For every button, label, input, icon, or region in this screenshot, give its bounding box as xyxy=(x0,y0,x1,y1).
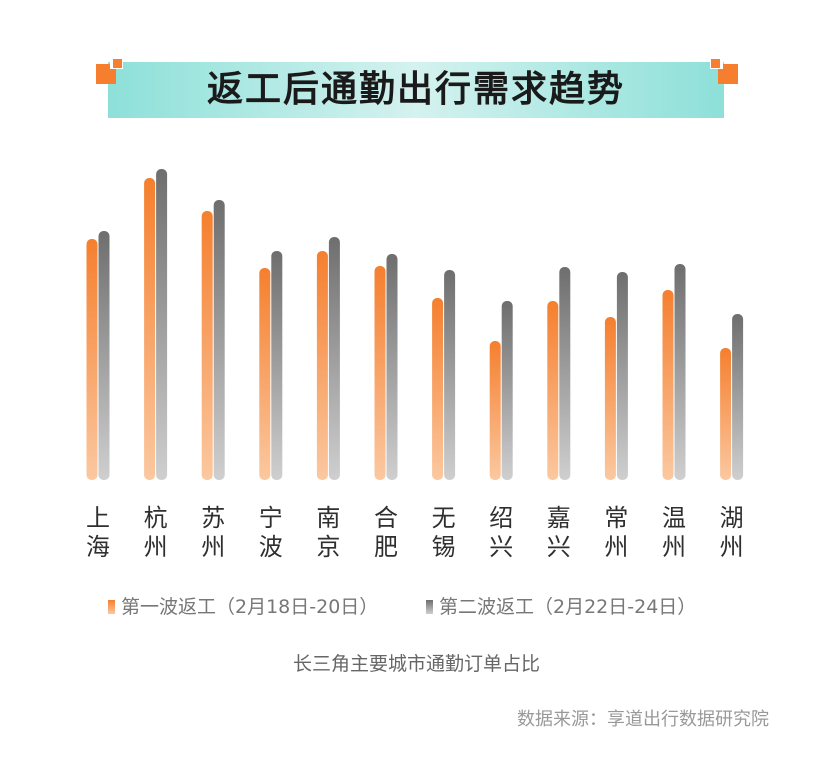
bar-wave2-5 xyxy=(386,254,398,480)
city-label-6-1: 锡 xyxy=(432,533,456,561)
city-label-5-0: 合 xyxy=(374,504,398,532)
bar-wave2-0 xyxy=(98,231,110,480)
city-label-9-0: 常 xyxy=(604,504,628,532)
bar-wave1-1 xyxy=(144,178,156,480)
bar-wave1-7 xyxy=(489,341,501,480)
bar-wave1-5 xyxy=(374,266,386,480)
city-label-7-0: 绍 xyxy=(489,504,513,532)
city-label-7-1: 兴 xyxy=(489,533,513,561)
city-label-10-1: 州 xyxy=(662,533,686,561)
legend-swatch-gray xyxy=(426,600,433,614)
bar-wave1-10 xyxy=(662,290,674,480)
city-label-1-0: 杭 xyxy=(144,504,168,532)
bar-wave2-11 xyxy=(732,314,744,480)
city-label-2-0: 苏 xyxy=(201,504,225,532)
bar-wave2-3 xyxy=(271,251,283,480)
legend-swatch-orange xyxy=(108,600,115,614)
city-label-5-1: 肥 xyxy=(374,533,398,561)
left-decoration xyxy=(96,56,130,90)
chart-subtitle: 长三角主要城市通勤订单占比 xyxy=(292,653,540,675)
legend-label-series1: 第一波返工（2月18日-20日） xyxy=(121,596,379,618)
city-label-0-1: 海 xyxy=(86,533,110,561)
city-label-0-0: 上 xyxy=(86,504,110,532)
city-label-4-1: 京 xyxy=(316,533,340,561)
city-label-2-1: 州 xyxy=(201,533,225,561)
bar-wave1-6 xyxy=(432,298,444,480)
right-decoration xyxy=(706,56,742,90)
bar-wave2-7 xyxy=(501,301,513,480)
bar-wave2-2 xyxy=(213,200,225,480)
bar-wave1-3 xyxy=(259,268,271,480)
bar-wave2-6 xyxy=(444,270,456,480)
city-label-8-1: 兴 xyxy=(547,533,571,561)
bar-wave2-1 xyxy=(156,169,168,480)
bar-wave1-4 xyxy=(316,251,328,480)
city-label-10-0: 温 xyxy=(662,504,686,532)
chart-title: 返工后通勤出行需求趋势 xyxy=(206,69,625,110)
city-label-6-0: 无 xyxy=(432,504,456,532)
legend-item-series1: 第一波返工（2月18日-20日） xyxy=(108,592,378,619)
city-label-4-0: 南 xyxy=(316,504,340,532)
bar-wave1-0 xyxy=(86,239,98,480)
bar-wave2-8 xyxy=(559,267,571,480)
bar-wave2-10 xyxy=(674,264,686,480)
city-label-8-0: 嘉 xyxy=(547,504,571,532)
city-label-11-0: 湖 xyxy=(720,504,744,532)
city-label-3-0: 宁 xyxy=(259,504,283,532)
legend-item-series2: 第二波返工（2月22日-24日） xyxy=(426,592,696,619)
bar-wave1-2 xyxy=(201,211,213,480)
bar-wave2-9 xyxy=(616,272,628,480)
bar-wave2-4 xyxy=(328,237,340,480)
bar-wave1-9 xyxy=(604,317,616,480)
city-label-1-1: 州 xyxy=(144,533,168,561)
bar-wave1-8 xyxy=(547,301,559,480)
bar-wave1-11 xyxy=(720,348,732,480)
city-label-11-1: 州 xyxy=(720,533,744,561)
city-label-9-1: 州 xyxy=(604,533,628,561)
title-banner xyxy=(108,62,724,118)
legend-label-series2: 第二波返工（2月22日-24日） xyxy=(439,596,697,618)
data-source: 数据来源：享道出行数据研究院 xyxy=(517,709,769,730)
city-label-3-1: 波 xyxy=(259,533,283,561)
